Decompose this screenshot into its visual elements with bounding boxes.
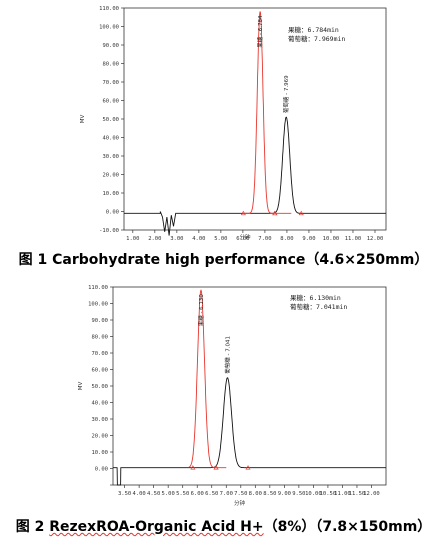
series-line-fructose (242, 11, 292, 214)
series-line-fructose (188, 289, 227, 469)
retention-annotation: 葡萄糖：7.041min (290, 302, 347, 311)
x-tick-label: 8.50 (263, 491, 276, 497)
y-tick-label: 80.00 (102, 62, 119, 68)
x-tick-label: 8.00 (280, 236, 293, 242)
x-tick-label: 4.50 (147, 491, 160, 497)
integration-marker-glucose (272, 210, 278, 216)
integration-marker-fructose (190, 465, 196, 470)
chromatogram-panel-2: 0.00 10.00 20.00 30.00 40.00 50.00 60.00 70.00 8… (0, 278, 447, 510)
y-tick-label: 100.00 (99, 25, 119, 31)
y-tick-label: 30.00 (102, 154, 119, 160)
y-tick-label: 40.00 (91, 401, 108, 407)
y-tick-label: 0.00 (106, 210, 119, 216)
y-tick-label: 60.00 (91, 368, 108, 374)
x-tick-label: 8.00 (249, 491, 262, 497)
chart-caption-2: 图 2 RezexROA-Organic Acid H+（8%）（7.8×150… (0, 516, 447, 536)
x-tick-label: 5.50 (176, 491, 189, 497)
chromatogram-panel-1: -10.00 0.00 10.00 20.00 30.00 40.00 50.00 60.00… (0, 0, 447, 245)
series-line-glucose (124, 116, 386, 236)
plot-frame (112, 286, 387, 486)
y-tick-label: 20.00 (91, 434, 108, 440)
caption-underlined-text: RezexROA-Organic Acid H+ (49, 519, 264, 535)
y-tick-label: 110.00 (88, 285, 108, 291)
retention-annotation: 果糖：6.784min (288, 25, 339, 34)
y-tick-label: 70.00 (102, 80, 119, 86)
y-tick-label: 50.00 (91, 384, 108, 390)
caption-figure-number: 图 2 (15, 519, 50, 535)
x-tick-label: 10.00 (305, 491, 322, 497)
y-tick-label: 100.00 (88, 302, 108, 308)
x-tick-label: 7.00 (220, 491, 233, 497)
plot-frame (123, 7, 387, 231)
integration-marker-glucose (213, 465, 219, 470)
y-tick-label: 10.00 (91, 450, 108, 456)
x-tick-label: 10.00 (323, 236, 340, 242)
x-tick-label: 5.00 (214, 236, 227, 242)
x-tick-label: 3.50 (118, 491, 131, 497)
x-tick-label: 9.50 (292, 491, 305, 497)
integration-marker-fructose (240, 210, 246, 216)
y-tick-label: 40.00 (102, 136, 119, 142)
x-tick-label: 3.00 (170, 236, 183, 242)
peak-label-fructose: 果糖 - 6.784 (256, 15, 264, 48)
y-axis-label: MV (78, 382, 84, 391)
x-tick-label: 6.00 (236, 236, 249, 242)
x-axis-label: 分钟 (234, 499, 246, 507)
peak-label-fructose: 果糖 - 6.130 (197, 294, 205, 327)
chart-caption-1: 图 1 Carbohydrate high performance（4.6×25… (0, 249, 447, 269)
integration-marker-glucose (298, 210, 304, 216)
y-tick-label: 0.00 (95, 467, 108, 473)
chromatogram-1: -10.00 0.00 10.00 20.00 30.00 40.00 50.00 60.00… (80, 6, 387, 242)
peak-label-glucose: 葡萄糖 - 7.041 (223, 336, 231, 374)
y-tick-label: 80.00 (91, 335, 108, 341)
retention-annotation: 果糖：6.130min (290, 293, 341, 302)
integration-marker-glucose (245, 465, 251, 470)
caption-tail-text: （8%）（7.8×150mm） (263, 519, 432, 535)
y-tick-label: 110.00 (99, 6, 119, 12)
x-tick-label: 9.00 (302, 236, 315, 242)
chromatogram-2: 0.00 10.00 20.00 30.00 40.00 50.00 60.00 70.00 8… (78, 285, 387, 507)
retention-annotation: 葡萄糖：7.969min (288, 34, 345, 43)
y-tick-label: 30.00 (91, 417, 108, 423)
caption-text: Carbohydrate high performance（4.6×250mm） (52, 252, 429, 268)
x-tick-label: 12.00 (363, 491, 380, 497)
y-tick-label: 50.00 (102, 117, 119, 123)
peak-label-glucose: 葡萄糖 - 7.969 (282, 75, 290, 113)
x-tick-label: 5.00 (162, 491, 175, 497)
y-tick-label: 60.00 (102, 99, 119, 105)
x-tick-label: 6.50 (205, 491, 218, 497)
x-tick-label: 11.00 (334, 491, 351, 497)
x-tick-label: 1.00 (126, 236, 139, 242)
y-tick-label: 10.00 (102, 191, 119, 197)
x-tick-label: 2.00 (148, 236, 161, 242)
x-tick-label: 4.00 (192, 236, 205, 242)
caption-figure-number: 图 1 (18, 252, 53, 268)
y-tick-label: -10.00 (99, 228, 119, 234)
x-tick-label: 12.00 (367, 236, 384, 242)
x-tick-label: 4.00 (133, 491, 146, 497)
x-tick-label: 7.50 (234, 491, 247, 497)
x-tick-label: 10.50 (320, 491, 337, 497)
y-tick-label: 20.00 (102, 173, 119, 179)
x-axis-label: 分钟 (239, 233, 251, 241)
y-tick-label: 90.00 (102, 43, 119, 49)
y-axis-label: MV (80, 115, 86, 124)
x-tick-label: 7.00 (258, 236, 271, 242)
y-tick-label: 90.00 (91, 318, 108, 324)
x-tick-label: 11.50 (349, 491, 366, 497)
y-tick-label: 70.00 (91, 351, 108, 357)
x-tick-label: 9.00 (278, 491, 291, 497)
x-tick-label: 6.00 (191, 491, 204, 497)
x-tick-label: 11.00 (345, 236, 362, 242)
